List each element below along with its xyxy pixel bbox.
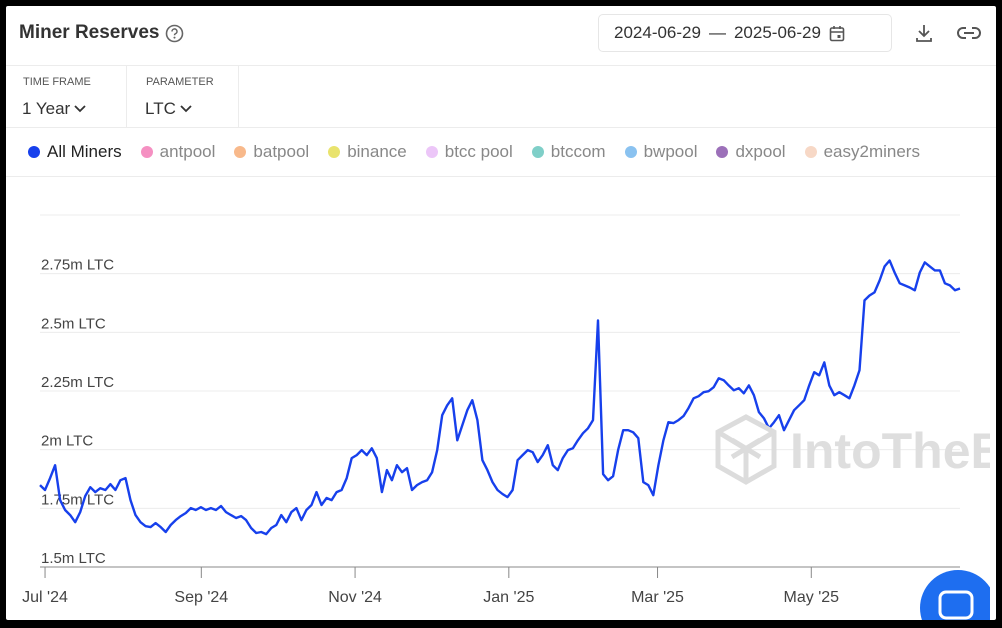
legend-dot — [716, 146, 729, 158]
plot: 1.5m LTC 1.75m LTC 2m LTC 2.25m LTC 2.5m LTC… — [22, 214, 961, 606]
y-tick-label: 2m LTC — [41, 433, 93, 450]
control[interactable]: PARAMETER LTC — [129, 66, 249, 127]
x-tick-label: Mar '25 — [631, 589, 684, 606]
legend-item[interactable]: binance — [328, 142, 407, 162]
legend-item[interactable]: All Miners — [28, 142, 122, 162]
y-tick-label: 2.5m LTC — [41, 315, 106, 332]
download-icon[interactable] — [914, 23, 934, 43]
help-icon[interactable] — [165, 24, 184, 43]
legend-label: easy2miners — [823, 142, 920, 161]
divider — [6, 127, 996, 128]
y-tick-label: 1.5m LTC — [41, 550, 106, 567]
legend-label: btcc pool — [444, 142, 513, 161]
legend-dot — [28, 146, 40, 158]
legend-item[interactable]: antpool — [140, 142, 216, 162]
calendar-icon — [829, 25, 845, 41]
x-tick-label: Jan '25 — [483, 589, 534, 606]
x-tick-label: Jul '24 — [22, 589, 68, 606]
link-icon[interactable] — [957, 23, 981, 43]
chat-button[interactable] — [920, 570, 996, 628]
divider — [126, 66, 127, 127]
legend-label: bwpool — [643, 142, 698, 161]
legend-dot — [328, 146, 341, 158]
y-tick-label: 2.25m LTC — [41, 374, 114, 391]
legend-item[interactable]: bwpool — [624, 142, 698, 162]
date-end: 2025-06-29 — [733, 23, 821, 42]
legend-item[interactable]: easy2miners — [804, 142, 920, 162]
date-range[interactable]: 2024-06-29 — 2025-06-29 — [598, 14, 892, 52]
divider — [238, 66, 239, 127]
legend: All Miners antpool batpool binance btcc pool… — [28, 142, 976, 162]
legend-dot — [531, 146, 544, 158]
date-start: 2024-06-29 — [614, 23, 701, 42]
control-value-text: LTC — [145, 99, 176, 118]
legend-label: dxpool — [735, 142, 786, 161]
control-label: TIME FRAME — [23, 76, 91, 88]
legend-label: All Miners — [47, 142, 122, 161]
legend-label: antpool — [159, 142, 216, 161]
control-value-text: 1 Year — [22, 99, 71, 118]
chevron — [74, 105, 86, 113]
watermark-text: IntoTheBlock — [790, 423, 1002, 479]
divider — [6, 176, 996, 177]
legend-label: btccom — [550, 142, 606, 161]
legend-item[interactable]: batpool — [234, 142, 309, 162]
chevron — [180, 105, 192, 113]
control[interactable]: TIME FRAME 1 Year — [6, 66, 126, 127]
legend-dot — [804, 146, 817, 158]
control-value: LTC — [145, 99, 192, 119]
chevron-path — [74, 105, 86, 113]
date-separator: — — [708, 23, 726, 42]
legend-item[interactable]: btcc pool — [425, 142, 513, 162]
legend-label: batpool — [253, 142, 310, 161]
series-line — [39, 259, 961, 536]
legend-item[interactable]: dxpool — [716, 142, 786, 162]
legend-dot — [140, 146, 153, 158]
legend-dot — [624, 146, 637, 158]
control-label: PARAMETER — [146, 76, 214, 88]
x-tick-label: May '25 — [784, 589, 840, 606]
y-tick-label: 2.75m LTC — [41, 257, 114, 274]
chevron-path — [180, 105, 192, 113]
legend-dot — [425, 146, 438, 158]
panel: Miner Reserves 2024-06-29 — 2025-06-29 T… — [6, 6, 996, 620]
x-tick-label: Nov '24 — [328, 589, 382, 606]
x-tick-label: Sep '24 — [174, 589, 228, 606]
divider — [6, 65, 996, 66]
legend-dot — [234, 146, 247, 158]
title: Miner Reserves — [19, 22, 160, 43]
watermark: IntoTheBlock — [715, 414, 1002, 485]
legend-label: binance — [347, 142, 407, 161]
y-tick-label: 1.75m LTC — [41, 491, 114, 508]
watermark-logo — [715, 414, 777, 485]
legend-item[interactable]: btccom — [531, 142, 606, 162]
control-value: 1 Year — [22, 99, 86, 119]
